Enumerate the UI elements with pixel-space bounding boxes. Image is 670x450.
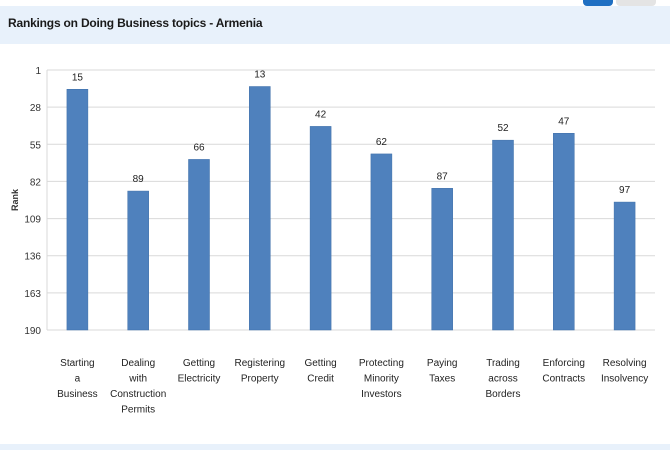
tab-inactive[interactable]	[616, 0, 656, 6]
y-tick-label: 163	[24, 289, 41, 300]
header-band: Rankings on Doing Business topics - Arme…	[0, 6, 670, 44]
x-tick-label: Trading across Borders	[485, 358, 520, 400]
y-tick-label: 55	[30, 140, 42, 151]
x-tick-label: Getting Electricity	[178, 358, 221, 385]
bar	[492, 139, 514, 331]
x-tick-label: Registering Property	[235, 358, 286, 385]
x-tick-label: Dealing with Construction Permits	[110, 358, 166, 416]
bar	[66, 89, 89, 331]
x-tick-label: Enforcing Contracts	[542, 358, 585, 385]
data-label: 42	[315, 109, 327, 120]
bar	[249, 86, 271, 331]
data-label: 89	[133, 174, 145, 185]
bar	[127, 190, 149, 331]
chart-title: Rankings on Doing Business topics - Arme…	[8, 16, 263, 30]
category-labels: Starting a Business Dealing with Construction…	[57, 358, 648, 416]
tab-active[interactable]	[583, 0, 613, 6]
bar	[370, 153, 393, 331]
data-label: 87	[437, 171, 449, 182]
footer-band	[0, 444, 670, 450]
y-tick-label: 28	[30, 103, 42, 114]
y-tick-label: 1	[35, 66, 41, 77]
x-tick-label: Resolving Insolvency	[601, 358, 648, 385]
x-tick-label: Starting a Business	[57, 358, 98, 400]
data-label: 52	[497, 123, 509, 134]
bar	[553, 133, 575, 331]
data-label: 62	[376, 137, 388, 148]
bar	[613, 201, 636, 331]
data-label: 13	[254, 70, 266, 81]
data-label: 15	[72, 72, 84, 83]
data-label: 47	[558, 116, 570, 127]
value-labels: 15 89 66 13 42 62 87 52 47 97	[72, 70, 631, 197]
x-tick-label: Getting Credit	[304, 358, 336, 385]
data-label: 66	[193, 142, 205, 153]
data-label: 97	[619, 185, 631, 196]
y-tick-label: 190	[24, 326, 41, 337]
x-tick-label: Paying Taxes	[427, 358, 458, 385]
x-tick-label: Protecting Minority Investors	[359, 358, 404, 400]
y-tick-labels: 1 28 55 82 109 136 163 190	[24, 66, 41, 337]
bar	[309, 126, 332, 331]
y-tick-label: 82	[30, 177, 42, 188]
bar	[431, 188, 453, 331]
y-tick-label: 109	[24, 215, 41, 226]
bar	[188, 159, 210, 331]
bars	[66, 86, 636, 331]
y-axis-title: Rank	[10, 188, 20, 211]
y-tick-label: 136	[24, 252, 41, 263]
